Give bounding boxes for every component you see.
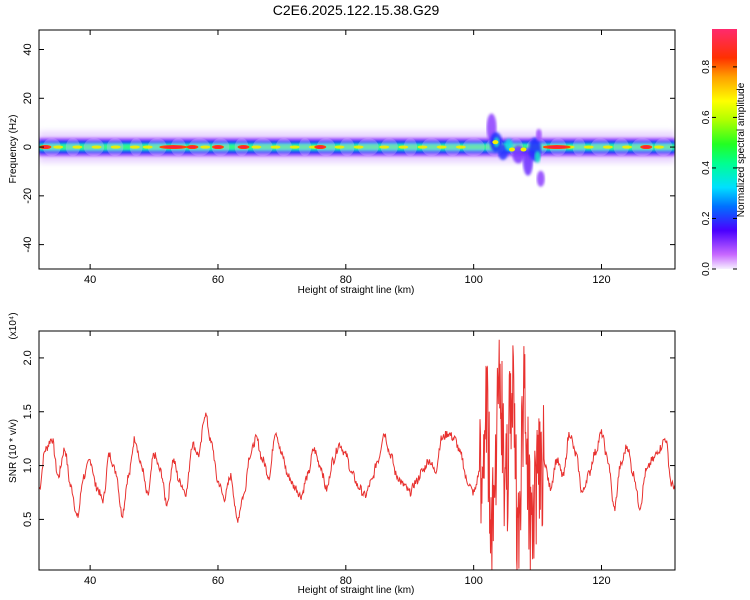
spectrogram-plot-frame xyxy=(38,29,676,270)
band-yellow-spot xyxy=(622,145,633,149)
band-puff xyxy=(462,138,485,157)
spectrogram-x-axis-label: Height of straight line (km) xyxy=(298,285,415,296)
snr-x-axis-label: Height of straight line (km) xyxy=(298,585,415,596)
spectrogram-y-tick-label: -40 xyxy=(22,237,34,253)
band-peak-core xyxy=(213,145,223,149)
snr-line-layer xyxy=(39,339,675,570)
band-peak-core xyxy=(239,145,248,149)
band-yellow-spot xyxy=(91,145,102,149)
spectrogram-heatmap xyxy=(39,113,675,187)
disturbance-yellow xyxy=(520,147,527,152)
band-yellow-spot xyxy=(583,145,594,149)
spectrogram-x-tick-label: 80 xyxy=(340,274,352,286)
band-yellow-spot xyxy=(200,145,211,149)
colorbar-tick-label: 0.4 xyxy=(701,161,712,175)
figure-title: C2E6.2025.122.15.38.G29 xyxy=(273,2,440,18)
band-puff xyxy=(403,138,418,157)
spectrogram-x-tick-label: 40 xyxy=(84,274,96,286)
disturbance-yellow xyxy=(509,147,516,152)
spectrogram-axes: 40 60 80 100 120 -40 -20 0 20 40 xyxy=(22,30,675,286)
spectrogram-x-tick-label: 60 xyxy=(212,274,224,286)
snr-x-tick-label: 60 xyxy=(212,575,224,587)
band-puff xyxy=(275,138,292,157)
band-yellow-spot xyxy=(142,145,153,149)
snr-plot-frame xyxy=(38,330,676,571)
band-peak-core xyxy=(316,145,325,149)
colorbar-tick-label: 0.0 xyxy=(701,262,712,276)
snr-x-tick-label: 80 xyxy=(340,575,352,587)
disturbance-blob xyxy=(504,138,513,151)
band-yellow-spot xyxy=(129,145,140,149)
disturbance-blob xyxy=(536,170,545,187)
snr-y-multiplier: (x10⁴) xyxy=(8,312,19,339)
band-yellow-spot xyxy=(110,145,121,149)
snr-x-tick-label: 40 xyxy=(84,575,96,587)
band-peak-core xyxy=(642,145,651,149)
band-peak-core xyxy=(41,145,50,149)
snr-y-axis-label: SNR (10 * v/v) xyxy=(8,419,19,483)
band-yellow-spot xyxy=(417,145,428,149)
spectrogram-y-axis-label: Frequency (Hz) xyxy=(8,115,19,184)
band-yellow-spot xyxy=(289,145,300,149)
band-yellow-spot xyxy=(334,145,345,149)
colorbar-tick-label: 0.6 xyxy=(701,110,712,124)
band-puff xyxy=(357,138,379,157)
band-puff xyxy=(380,138,398,157)
disturbance-yellow xyxy=(492,140,499,145)
band-yellow-spot xyxy=(270,145,281,149)
spectrogram-y-tick-label: 0 xyxy=(22,144,34,150)
spectrogram-x-tick-label: 100 xyxy=(464,274,482,286)
band-puff xyxy=(298,138,312,157)
band-yellow-spot xyxy=(436,145,447,149)
band-peak-core xyxy=(188,145,197,149)
band-yellow-spot xyxy=(602,145,613,149)
colorbar-label: Normalized spectral amplitude xyxy=(736,82,747,217)
colorbar-gradient xyxy=(712,29,737,269)
band-yellow-spot xyxy=(53,145,64,149)
band-puff xyxy=(444,138,461,157)
snr-y-tick-label: 1.0 xyxy=(22,458,34,473)
band-puff xyxy=(42,138,61,157)
band-yellow-spot xyxy=(398,145,409,149)
snr-series-line xyxy=(39,339,675,570)
band-puff xyxy=(252,138,273,157)
band-puff xyxy=(339,138,355,157)
spectrogram-y-tick-label: -20 xyxy=(22,188,34,204)
snr-x-tick-label: 100 xyxy=(464,575,482,587)
snr-x-tick-label: 120 xyxy=(592,575,610,587)
band-puff xyxy=(147,138,167,157)
spectrogram-y-tick-label: 20 xyxy=(22,92,34,104)
band-peak-core xyxy=(163,145,184,149)
snr-y-tick-label: 1.5 xyxy=(22,404,34,419)
band-yellow-spot xyxy=(72,145,83,149)
band-puff xyxy=(572,138,586,157)
spectrogram-panel: 40 60 80 100 120 -40 -20 0 20 40 Height of straig… xyxy=(8,29,676,296)
band-yellow-spot xyxy=(353,145,364,149)
snr-y-tick-label: 0.5 xyxy=(22,512,34,527)
colorbar-tick-label: 0.2 xyxy=(701,211,712,225)
band-puff xyxy=(188,138,211,157)
colorbar-tick-label: 0.8 xyxy=(701,60,712,74)
snr-panel: 40 60 80 100 120 0.5 1.0 1.5 2.0 Height of strai… xyxy=(8,312,676,596)
spectrogram-x-tick-label: 120 xyxy=(592,274,610,286)
snr-y-tick-label: 2.0 xyxy=(22,350,34,365)
spectrogram-y-tick-label: 40 xyxy=(22,43,34,55)
colorbar-ticks: 0.0 0.2 0.4 0.6 0.8 xyxy=(701,60,737,276)
band-yellow-spot xyxy=(379,145,390,149)
band-puff xyxy=(613,138,630,157)
band-puff xyxy=(421,138,442,157)
colorbar: 0.0 0.2 0.4 0.6 0.8 Normalized spectral ampl… xyxy=(701,29,747,276)
disturbance-blob xyxy=(534,150,541,163)
band-peak-core xyxy=(546,145,567,149)
band-yellow-spot xyxy=(251,145,262,149)
snr-axes: 40 60 80 100 120 0.5 1.0 1.5 2.0 xyxy=(22,331,675,587)
band-yellow-spot xyxy=(654,145,665,149)
disturbance-blob xyxy=(535,128,542,141)
band-puff xyxy=(590,138,610,157)
band-yellow-spot xyxy=(455,145,466,149)
